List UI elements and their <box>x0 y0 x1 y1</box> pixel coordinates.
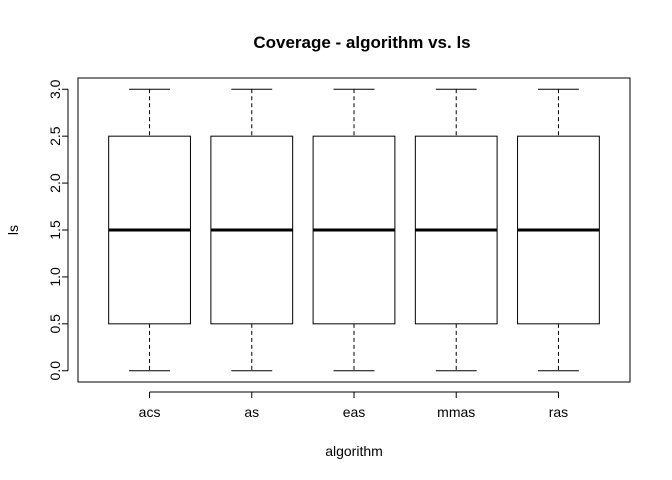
x-axis-label: algorithm <box>325 443 383 459</box>
chart-title: Coverage - algorithm vs. ls <box>253 33 470 52</box>
y-axis: 0.0 0.5 1.0 1.5 2.0 2.5 3.0 <box>47 79 69 381</box>
x-tick-label: mmas <box>437 404 475 420</box>
box-acs <box>108 88 191 372</box>
x-tick-label: eas <box>343 404 366 420</box>
boxes-layer <box>108 88 600 372</box>
y-tick-label: 1.0 <box>47 267 63 287</box>
y-tick-label: 3.0 <box>47 79 63 99</box>
box-mmas <box>414 88 498 372</box>
x-tick-label: as <box>244 404 259 420</box>
y-tick-label: 0.0 <box>47 361 63 381</box>
box-ras <box>517 88 600 372</box>
x-tick-label: ras <box>549 404 568 420</box>
y-axis-label: ls <box>5 225 21 235</box>
y-tick-label: 2.0 <box>47 173 63 193</box>
y-tick-label: 1.5 <box>47 220 63 240</box>
y-tick-label: 2.5 <box>47 126 63 146</box>
plot-frame <box>77 77 631 383</box>
x-tick-label: acs <box>139 404 161 420</box>
box-eas <box>312 88 396 372</box>
box-as <box>210 88 294 372</box>
x-axis: acs as eas mmas ras <box>139 391 568 420</box>
y-tick-label: 0.5 <box>47 314 63 334</box>
